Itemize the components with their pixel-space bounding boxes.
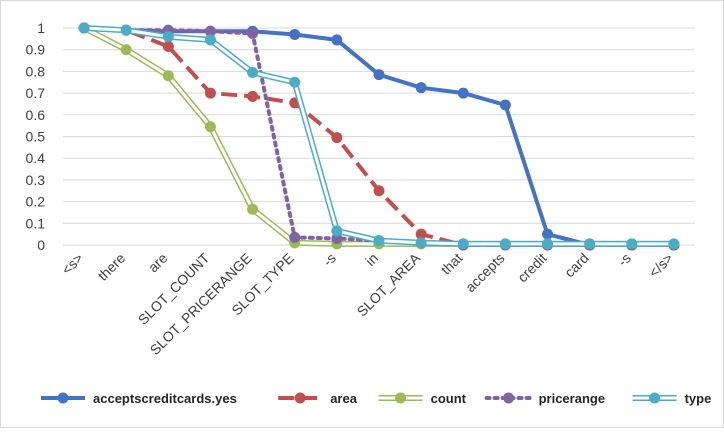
legend-label: area [330,391,358,406]
data-point-type-1 [120,24,132,36]
legend-marker-count [395,392,407,404]
data-point-pricerange-5 [289,231,301,243]
y-tick-label: 0.7 [26,85,46,101]
data-point-type-7 [373,235,385,247]
data-point-type-0 [78,22,90,34]
data-point-area-2 [162,40,174,52]
legend-marker-acceptscreditcards-yes [57,392,69,404]
legend-item-type: type [632,391,712,406]
data-point-type-10 [499,238,511,250]
x-tick-label: accepts [462,250,507,295]
legend-label: count [431,391,467,406]
x-tick-label: card [561,250,592,281]
y-tick-label: 0.1 [26,215,46,231]
x-tick-label: are [145,250,171,276]
legend-label: acceptscreditcards.yes [93,391,237,406]
series-line-count-inner [83,26,674,246]
legend-marker-type [649,392,661,404]
data-point-acceptscreditcards-yes-7 [373,69,385,81]
y-tick-label: 0.9 [26,42,46,58]
y-tick-label: 1 [37,20,45,36]
y-tick-label: 0.8 [26,63,46,79]
data-point-count-1 [120,44,132,56]
data-point-pricerange-3 [204,25,216,37]
x-axis-ticks: <s> there areSLOT_COUNTSLOT_PRICERANGESLOT… [58,249,676,358]
legend-item-acceptscreditcards-yes: acceptscreditcards.yes [41,391,237,406]
legend: acceptscreditcards.yes area count pricerang… [41,391,711,406]
y-tick-label: 0 [37,237,45,253]
data-point-count-3 [204,121,216,133]
x-tick-label: credit [514,250,550,286]
legend-marker-area [294,392,306,404]
data-point-area-7 [373,185,385,197]
data-point-type-5 [289,76,301,88]
x-tick-label: <s> [58,250,86,278]
x-tick-label: there [94,250,128,284]
data-point-type-13 [626,238,638,250]
data-point-area-8 [415,228,427,240]
data-point-count-4 [247,203,259,215]
series-layer [78,22,680,251]
data-point-pricerange-4 [247,27,259,39]
data-point-type-11 [542,238,554,250]
legend-marker-pricerange [503,392,515,404]
gridlines [63,27,695,246]
x-tick-label: -s [319,250,339,270]
series-line-type-inner [84,26,674,246]
series-line-count [82,25,674,247]
legend-label: type [685,391,712,406]
series-line-type [83,25,674,247]
data-point-acceptscreditcards-yes-11 [542,228,554,240]
data-point-type-4 [247,66,259,78]
y-tick-label: 0.4 [26,150,46,166]
data-point-type-12 [584,238,596,250]
data-point-pricerange-6 [331,232,343,244]
x-tick-label: -s [614,250,634,270]
y-tick-label: 0.3 [26,172,46,188]
data-point-area-6 [331,132,343,144]
data-point-acceptscreditcards-yes-6 [331,34,343,46]
data-point-acceptscreditcards-yes-10 [499,99,511,111]
data-point-type-8 [415,237,427,249]
data-point-type-14 [668,238,680,250]
series-count [78,22,680,250]
legend-item-area: area [278,391,358,406]
y-axis-ticks: 0 0.1 0.2 0.3 0.4 0.5 0.6 0.7 0.8 0.9 1 [26,20,46,253]
data-point-acceptscreditcards-yes-8 [415,82,427,94]
legend-item-pricerange: pricerange [484,391,605,406]
data-point-type-2 [162,31,174,43]
data-point-count-2 [162,70,174,82]
data-point-area-4 [247,90,259,102]
data-point-type-6 [331,225,343,237]
y-tick-label: 0.2 [26,194,46,210]
series-type [78,22,680,250]
data-point-area-3 [204,87,216,99]
x-tick-label: that [438,250,466,278]
y-tick-label: 0.6 [26,107,46,123]
legend-item-count: count [378,391,467,406]
x-tick-label: in [362,250,381,269]
y-tick-label: 0.5 [26,129,46,145]
x-tick-label: </s> [645,250,676,281]
data-point-type-9 [457,238,469,250]
data-point-acceptscreditcards-yes-5 [289,29,301,41]
data-point-acceptscreditcards-yes-9 [457,87,469,99]
data-point-type-3 [204,34,216,46]
legend-label: pricerange [539,391,605,406]
